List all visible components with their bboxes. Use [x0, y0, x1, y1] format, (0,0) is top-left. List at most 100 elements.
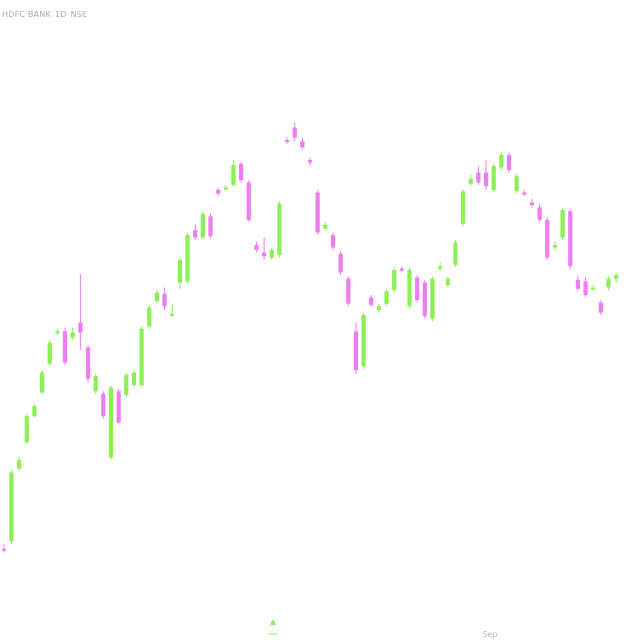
candle [131, 370, 137, 388]
candle [330, 232, 336, 250]
candle [399, 266, 404, 273]
candle-body [399, 268, 404, 271]
candle [376, 303, 381, 313]
candle-body [70, 332, 75, 338]
candle-body [407, 270, 412, 307]
candle-body [24, 416, 29, 443]
candle-body [384, 291, 389, 304]
candle [200, 211, 205, 239]
candle-body [116, 391, 121, 423]
candle [17, 457, 22, 472]
candle-body [506, 155, 512, 170]
candle [476, 166, 481, 185]
candle [269, 247, 274, 260]
x-axis: Sep [482, 630, 497, 639]
candle-body [62, 331, 68, 363]
candle-body [606, 278, 611, 288]
candle-body [47, 342, 52, 364]
candle [177, 257, 182, 289]
candle-body [239, 163, 244, 180]
candle-body [231, 165, 236, 185]
candle-body [154, 292, 160, 302]
candle-body [560, 210, 565, 238]
candle [384, 288, 389, 307]
candle [216, 187, 221, 197]
candle [292, 122, 297, 142]
candle [499, 152, 504, 170]
candle [415, 275, 420, 303]
candle-body [476, 172, 481, 183]
candle-body [346, 278, 351, 304]
candle-body [162, 293, 167, 307]
candle [78, 273, 83, 350]
candle [338, 251, 343, 275]
candle [545, 217, 550, 260]
symbol-legend: HDFC BANK 1D NSE [2, 10, 91, 19]
candle-body [460, 191, 466, 224]
event-marker-icon[interactable] [270, 619, 276, 625]
candle [32, 403, 37, 418]
candle [529, 198, 535, 208]
candle-body [277, 203, 282, 255]
candle [277, 201, 282, 258]
candle [47, 340, 52, 367]
candle-body [453, 242, 458, 265]
candle-body [131, 372, 137, 385]
candle [101, 391, 106, 419]
candle-body [307, 160, 313, 163]
candle-body [422, 282, 427, 317]
candle [154, 290, 160, 304]
candle [9, 470, 14, 544]
candle-body [445, 278, 450, 285]
candle [208, 213, 213, 239]
candle [392, 267, 397, 293]
candle-body [552, 245, 558, 248]
candle-body [376, 306, 381, 310]
candle [300, 137, 305, 150]
candle-body [223, 187, 228, 190]
candle-body [139, 328, 144, 385]
candle [522, 190, 527, 197]
candle-body [261, 252, 267, 257]
candle [506, 152, 512, 173]
candle [162, 287, 167, 310]
candle [254, 241, 259, 253]
candle [460, 188, 466, 227]
candle-body [545, 220, 550, 258]
candle-body [583, 281, 588, 295]
candle [422, 280, 427, 319]
legend-interval: 1D [54, 10, 67, 19]
candle-body [614, 275, 619, 279]
candle-body [438, 266, 443, 269]
candle [315, 190, 320, 235]
candle-body [430, 278, 435, 319]
candle-body [55, 331, 60, 334]
candle-body [108, 387, 114, 458]
candle [307, 157, 313, 167]
candle [560, 207, 565, 240]
candle-body [124, 375, 129, 395]
candle-body [300, 141, 305, 148]
candle-body [93, 376, 98, 392]
candle [85, 345, 91, 383]
candle [445, 276, 450, 288]
candle-body [499, 155, 504, 168]
candle [231, 160, 236, 187]
candle [514, 173, 519, 194]
candle [583, 277, 588, 298]
candle-body [415, 277, 420, 300]
candle-body [177, 260, 182, 283]
candle-body [17, 460, 22, 469]
candle [591, 285, 596, 290]
candle-body [330, 235, 336, 248]
candles-layer [1, 122, 619, 553]
candle-body [85, 347, 91, 379]
candle [438, 262, 443, 272]
candle-body [568, 211, 573, 267]
candle [353, 322, 359, 374]
candle [346, 276, 351, 307]
candle [575, 275, 581, 292]
candle-body [39, 372, 45, 393]
candle-body [315, 192, 320, 233]
